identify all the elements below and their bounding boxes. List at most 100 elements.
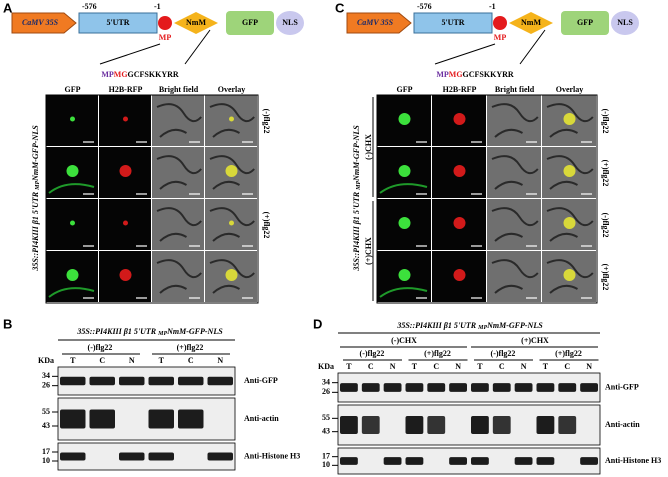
lane-label: T xyxy=(346,362,352,371)
column-header: Bright field xyxy=(159,85,199,94)
band xyxy=(514,457,533,465)
marker-label: 26 xyxy=(322,387,330,396)
band xyxy=(536,416,555,434)
panel-label: C xyxy=(335,0,345,15)
cell-outline xyxy=(546,155,594,190)
blot xyxy=(57,442,236,471)
connector xyxy=(184,29,211,65)
cell-outline xyxy=(546,259,594,294)
nmm-label: NmM xyxy=(186,18,206,27)
gfp-label: GFP xyxy=(577,18,593,27)
gfp-box xyxy=(226,11,274,35)
utr-box xyxy=(413,12,493,34)
antibody-label: Anti-GFP xyxy=(605,382,639,391)
cell-outline xyxy=(156,103,202,138)
nucleus xyxy=(123,220,128,226)
construct-name: 35S::PI4KIII β1 5'UTR MPNmM-GFP-NLS xyxy=(396,321,543,332)
sequence: MPMGGCFSKKYRR xyxy=(436,70,514,79)
nucleus xyxy=(70,220,75,226)
cell-outline xyxy=(209,207,255,242)
sequence-part: GCFSKKYRR xyxy=(128,70,179,79)
nucleus xyxy=(66,165,79,177)
lane-label: C xyxy=(433,362,439,371)
nmm-diamond xyxy=(509,12,553,34)
antibody-label: Anti-Histone H3 xyxy=(605,456,661,465)
nls-label: NLS xyxy=(617,18,633,27)
sequence-part: MG xyxy=(449,70,463,79)
group-label: (-)flg22 xyxy=(491,349,516,358)
lane-label: C xyxy=(188,356,194,365)
construct-name: 35S::PI4KIII β1 5'UTR MPNmM-GFP-NLS xyxy=(76,327,223,338)
sequence-part: GCFSKKYRR xyxy=(463,70,514,79)
lane-label: T xyxy=(159,356,165,365)
nucleus xyxy=(229,220,234,226)
lane-label: C xyxy=(564,362,570,371)
cell-outline xyxy=(156,207,202,242)
name-part: 35S::PI4KIII β1 5'UTR xyxy=(352,190,361,272)
group-label: (+)flg22 xyxy=(424,349,451,358)
band xyxy=(471,457,489,465)
promoter-arrow xyxy=(346,12,412,34)
chx-label: (-)CHX xyxy=(391,336,417,345)
marker-label: 55 xyxy=(322,413,330,422)
nucleus xyxy=(398,165,411,177)
row-label: (+)flg22 xyxy=(601,160,610,187)
band xyxy=(207,376,233,386)
sequence-part: MG xyxy=(114,70,128,79)
marker-label: 55 xyxy=(42,407,50,416)
sequence-part: M xyxy=(101,70,109,79)
panel-label: D xyxy=(313,316,322,331)
promoter-label: CaMV 35S xyxy=(22,18,59,27)
nucleus xyxy=(225,269,238,281)
blot xyxy=(337,404,601,446)
nucleus xyxy=(70,116,75,122)
nucleus xyxy=(119,165,132,177)
image-frame xyxy=(376,94,598,304)
group-label: (-)flg22 xyxy=(360,349,385,358)
group-label: (+)flg22 xyxy=(177,343,204,352)
cell-outline xyxy=(209,155,255,190)
construct-name: 35S::PI4KIII β1 5'UTR MPNmM-GFP-NLS xyxy=(31,125,42,272)
gfp-label: GFP xyxy=(242,18,258,27)
lane-label: N xyxy=(390,362,396,371)
blot xyxy=(337,447,601,475)
row-label: (+)flg22 xyxy=(601,264,610,291)
band xyxy=(514,383,533,392)
lane-label: T xyxy=(477,362,483,371)
antibody-label: Anti-Histone H3 xyxy=(244,451,300,460)
lane-label: C xyxy=(499,362,505,371)
band xyxy=(471,383,489,392)
band xyxy=(449,457,467,465)
marker-label: 43 xyxy=(42,421,50,430)
blot xyxy=(57,366,236,396)
nucleus xyxy=(563,165,576,177)
marker-label: 34 xyxy=(322,377,330,386)
band xyxy=(580,457,598,465)
nls-ellipse xyxy=(611,11,639,35)
nmm-diamond xyxy=(174,12,218,34)
band xyxy=(89,409,115,429)
blot xyxy=(57,397,236,441)
sequence-part: P xyxy=(109,70,114,79)
band xyxy=(148,452,174,461)
cell-outline xyxy=(209,103,255,138)
row-label: (+)flg22 xyxy=(262,212,271,239)
band xyxy=(178,376,204,386)
position: -576 xyxy=(82,2,97,11)
band xyxy=(405,457,424,465)
name-part: 35S::PI4KIII β1 5'UTR xyxy=(76,327,158,336)
band xyxy=(60,452,86,461)
name-subscript: MP xyxy=(356,181,362,191)
band xyxy=(492,383,511,392)
band xyxy=(405,416,424,434)
sequence-part: M xyxy=(436,70,444,79)
band xyxy=(383,457,402,465)
row-label: (-)flg22 xyxy=(601,213,610,238)
blot xyxy=(337,372,601,403)
cell-outline xyxy=(48,287,95,298)
band xyxy=(471,416,489,434)
name-subscript: MP xyxy=(477,325,487,331)
nucleus xyxy=(563,269,576,281)
antibody-label: Anti-GFP xyxy=(244,376,278,385)
